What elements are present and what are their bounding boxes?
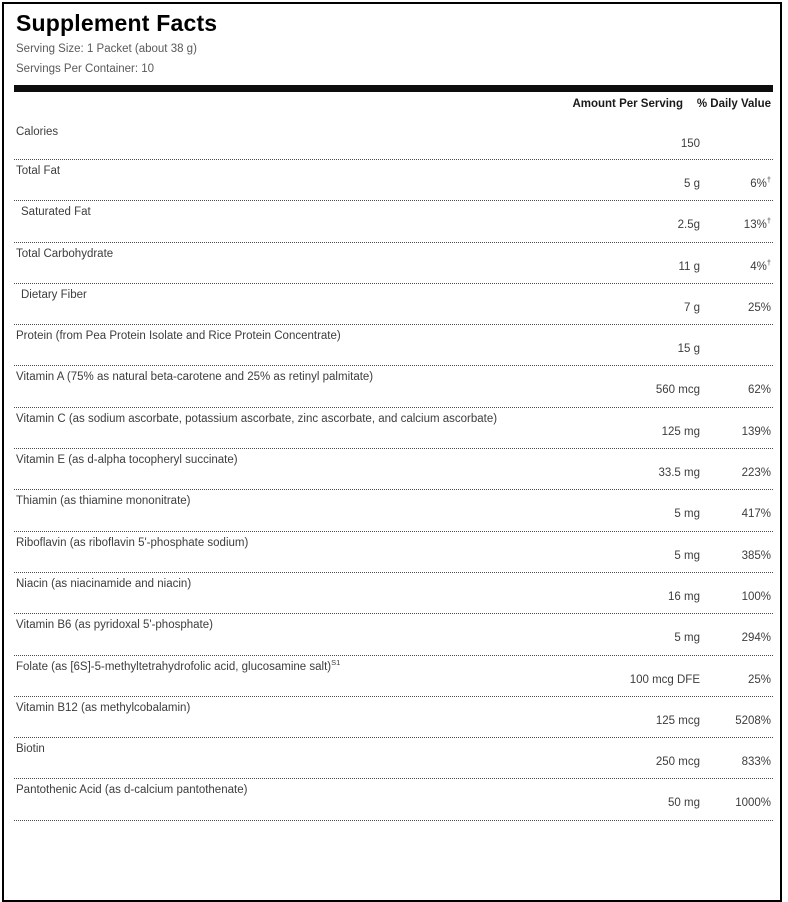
nutrient-amount: 5 mg (674, 632, 700, 645)
row-protein: Protein (from Pea Protein Isolate and Ri… (14, 324, 773, 365)
nutrient-name: Vitamin B12 (as methylcobalamin) (16, 701, 191, 714)
nutrient-dv: 25% (747, 673, 771, 686)
row-total-carbohydrate: Total Carbohydrate 11 g 4%† (14, 241, 773, 283)
header-divider-bar (14, 85, 773, 92)
nutrient-dv: 100% (741, 590, 771, 603)
row-biotin: Biotin 250 mcg 833% (14, 737, 773, 778)
nutrient-name: Folate (as [6S]-5-methyltetrahydrofolic … (16, 657, 341, 673)
nutrient-name: Total Carbohydrate (16, 247, 114, 260)
nutrient-amount: 560 mcg (655, 384, 700, 397)
nutrient-name: Total Fat (16, 165, 61, 177)
nutrient-dv: 62% (747, 384, 771, 397)
dagger-footnote-marker: † (766, 216, 771, 226)
nutrient-dv: 25% (747, 301, 771, 314)
nutrient-name: Biotin (16, 743, 45, 756)
row-folate: Folate (as [6S]-5-methyltetrahydrofolic … (14, 654, 773, 696)
nutrient-dv: 4%† (750, 257, 771, 273)
nutrient-amount: 15 g (677, 343, 700, 356)
nutrient-name: Protein (from Pea Protein Isolate and Ri… (16, 330, 341, 343)
nutrient-name: Pantothenic Acid (as d-calcium pantothen… (16, 784, 248, 797)
nutrient-name: Vitamin B6 (as pyridoxal 5'-phosphate) (16, 619, 213, 632)
nutrient-amount: 7 g (684, 301, 700, 314)
column-header-amount: Amount Per Serving (572, 98, 683, 110)
row-calories: Calories 150 (14, 116, 773, 159)
nutrient-dv: 385% (741, 549, 771, 562)
row-thiamin: Thiamin (as thiamine mononitrate) 5 mg 4… (14, 489, 773, 530)
nutrient-name: Vitamin E (as d-alpha tocopheryl succina… (16, 454, 238, 467)
row-dietary-fiber: Dietary Fiber 7 g 25% (14, 282, 773, 324)
nutrient-amount: 250 mcg (655, 756, 700, 769)
nutrient-amount: 50 mg (668, 797, 700, 810)
nutrient-name: Niacin (as niacinamide and niacin) (16, 577, 192, 590)
servings-per-container: Servings Per Container: 10 (16, 63, 155, 75)
dagger-footnote-marker: † (766, 257, 771, 267)
row-saturated-fat: Saturated Fat 2.5g 13%† (14, 200, 773, 241)
row-vitamin-a: Vitamin A (75% as natural beta-carotene … (14, 365, 773, 406)
row-vitamin-c: Vitamin C (as sodium ascorbate, potassiu… (14, 406, 773, 448)
nutrient-table: Calories 150 Total Fat 5 g 6%† Saturated… (14, 116, 773, 821)
row-total-fat: Total Fat 5 g 6%† (14, 159, 773, 200)
nutrient-amount: 11 g (678, 260, 700, 273)
row-riboflavin: Riboflavin (as riboflavin 5'-phosphate s… (14, 530, 773, 572)
nutrient-amount: 5 mg (674, 549, 700, 562)
row-vitamin-b12: Vitamin B12 (as methylcobalamin) 125 mcg… (14, 695, 773, 737)
nutrient-amount: 125 mcg (655, 714, 700, 727)
nutrient-name: Calories (16, 126, 59, 138)
nutrient-amount: 2.5g (677, 219, 700, 232)
nutrient-amount: 16 mg (668, 590, 700, 603)
row-niacin: Niacin (as niacinamide and niacin) 16 mg… (14, 571, 773, 613)
nutrient-dv: 294% (741, 632, 771, 645)
nutrient-name: Riboflavin (as riboflavin 5'-phosphate s… (16, 536, 249, 549)
nutrient-name: Dietary Fiber (21, 288, 87, 301)
folate-footnote-marker: S1 (331, 657, 341, 667)
row-vitamin-e: Vitamin E (as d-alpha tocopheryl succina… (14, 448, 773, 489)
nutrient-amount: 5 mg (674, 508, 700, 521)
nutrient-name: Thiamin (as thiamine mononitrate) (16, 495, 191, 508)
nutrient-amount: 33.5 mg (658, 467, 700, 480)
nutrient-amount: 125 mg (661, 425, 700, 438)
nutrient-dv: 5208% (735, 714, 771, 727)
nutrient-dv: 417% (741, 508, 771, 521)
row-pantothenic-acid: Pantothenic Acid (as d-calcium pantothen… (14, 778, 773, 821)
serving-size: Serving Size: 1 Packet (about 38 g) (16, 43, 197, 55)
nutrient-dv: 223% (741, 467, 771, 480)
dagger-footnote-marker: † (766, 175, 771, 185)
column-header-daily-value: % Daily Value (696, 98, 771, 110)
row-vitamin-b6: Vitamin B6 (as pyridoxal 5'-phosphate) 5… (14, 613, 773, 654)
nutrient-dv: 6%† (750, 175, 771, 190)
nutrient-name: Vitamin A (75% as natural beta-carotene … (16, 371, 374, 384)
nutrient-amount: 100 mcg DFE (629, 673, 700, 686)
nutrient-name: Vitamin C (as sodium ascorbate, potassiu… (16, 412, 498, 425)
label-title: Supplement Facts (16, 10, 218, 36)
nutrient-dv: 139% (741, 425, 771, 438)
nutrient-dv: 13%† (743, 216, 771, 232)
nutrient-dv: 1000% (735, 797, 771, 810)
column-headers: Amount Per Serving % Daily Value (14, 98, 773, 116)
nutrient-name: Saturated Fat (21, 206, 91, 219)
nutrient-amount: 150 (680, 138, 700, 150)
nutrient-dv: 833% (741, 756, 771, 769)
nutrient-amount: 5 g (684, 178, 700, 190)
